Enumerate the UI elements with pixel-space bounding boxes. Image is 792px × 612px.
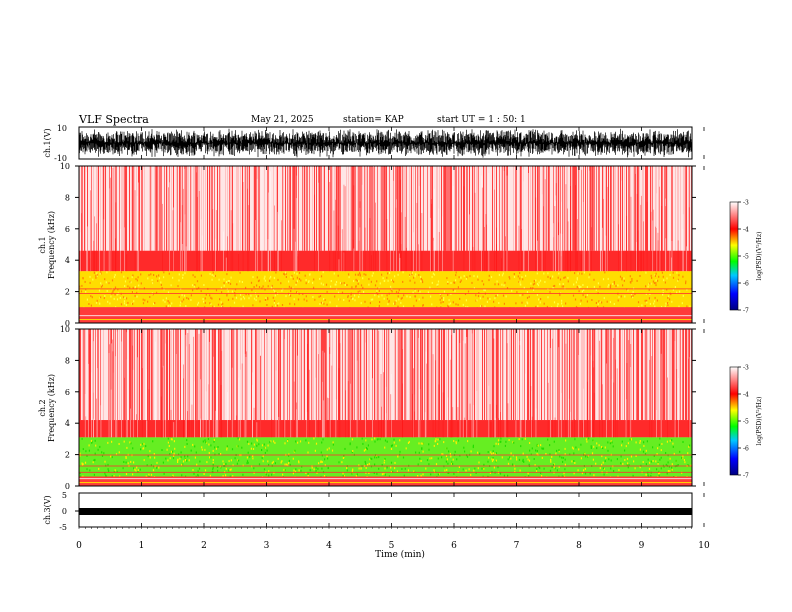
- start-time-label: start UT = 1 : 50: 1: [437, 115, 526, 125]
- ch3-ytick-mid: 0: [62, 507, 67, 516]
- ch1-ytick-bottom: -10: [54, 154, 67, 163]
- colorbar-tick-label: -3: [743, 200, 749, 207]
- freq-tick-label: 2: [65, 451, 70, 460]
- colorbar-tick-label: -7: [743, 308, 749, 315]
- time-tick-label: 2: [201, 541, 207, 551]
- colorbar-tick-label: -5: [743, 419, 749, 426]
- colorbar-tick-label: -3: [743, 365, 749, 372]
- ch2-spectrogram-image: [79, 329, 693, 486]
- freq-tick-label: 8: [65, 193, 70, 202]
- ch1-colorbar-scale: [729, 201, 739, 311]
- time-axis-label: Time (min): [375, 549, 425, 560]
- ch1-channel-label: ch.1: [38, 236, 47, 253]
- colorbar-tick-label: -5: [743, 254, 749, 261]
- ch3-waveform-trace: [79, 508, 692, 515]
- station-label: station= KAP: [343, 115, 404, 125]
- time-tick-label: 9: [639, 541, 645, 551]
- ch1-spectrogram-image: [79, 166, 692, 323]
- ch2-freq-ticks: 0 2 4 6 8 10: [60, 325, 696, 491]
- colorbar-tick-label: -7: [743, 473, 749, 480]
- freq-tick-label: 2: [65, 288, 70, 297]
- ch2-colorbar: -3 -4 -5 -6 -7 log(PSD)(V²/Hz): [729, 365, 763, 480]
- ch1-waveform-ylabel: ch.1(V): [43, 128, 52, 157]
- ch1-colorbar: -3 -4 -5 -6 -7 log(PSD)(V²/Hz): [729, 200, 763, 315]
- time-tick-label: 7: [514, 541, 520, 551]
- ch2-spectrogram-frame: [78, 328, 693, 487]
- plot-title: VLF Spectra: [79, 113, 149, 126]
- ch3-waveform-panel: 5 0 -5 ch.3(V) 0 1 2 3 4 5 6 7 8 9 10 Time (min): [43, 127, 710, 560]
- freq-tick-label: 8: [65, 356, 70, 365]
- ch2-freq-axis-label: Frequency (kHz): [47, 374, 56, 442]
- time-tick-label: 5: [389, 541, 395, 551]
- freq-tick-label: 10: [60, 325, 70, 334]
- ch2-colorbar-label: log(PSD)(V²/Hz): [756, 397, 763, 446]
- colorbar-tick-label: -6: [743, 446, 749, 453]
- time-tick-label: 1: [139, 541, 145, 551]
- ch1-colorbar-ticks: -3 -4 -5 -6 -7: [738, 200, 749, 315]
- ch3-ytick-top: 5: [62, 491, 67, 500]
- ch1-colorbar-label: log(PSD)(V²/Hz): [756, 232, 763, 281]
- freq-tick-label: 4: [65, 256, 70, 265]
- ch1-freq-axis-label: Frequency (kHz): [47, 211, 56, 279]
- freq-tick-label: 0: [65, 319, 70, 328]
- ch1-waveform-trace: [78, 128, 693, 158]
- ch2-channel-label: ch.2: [38, 399, 47, 416]
- ch2-colorbar-ticks: -3 -4 -5 -6 -7: [738, 365, 749, 480]
- freq-tick-label: 6: [65, 388, 70, 397]
- ch1-spectrogram-panel: 0 2 4 6 8 10 ch.1 Frequency (kHz): [38, 162, 696, 328]
- ch2-colorbar-scale: [729, 366, 739, 476]
- freq-tick-label: 6: [65, 225, 70, 234]
- colorbar-tick-label: -4: [743, 392, 749, 399]
- ch1-ytick-top: 10: [57, 124, 67, 133]
- ch2-spectrogram-panel: 0 2 4 6 8 10 ch.2 Frequency (kHz): [38, 325, 696, 491]
- time-tick-label: 10: [698, 541, 710, 551]
- date-label: May 21, 2025: [251, 115, 314, 125]
- colorbar-tick-label: -6: [743, 281, 749, 288]
- freq-tick-label: 4: [65, 419, 70, 428]
- ch3-waveform-ylabel: ch.3(V): [43, 495, 52, 524]
- ch3-ytick-bottom: -5: [59, 523, 67, 532]
- ch1-waveform-panel: 10 -10 ch.1(V): [43, 124, 693, 163]
- time-tick-label: 6: [451, 541, 457, 551]
- time-tick-label: 8: [576, 541, 582, 551]
- colorbar-tick-label: -4: [743, 227, 749, 234]
- ch1-waveform-frame: [78, 126, 693, 160]
- ch1-spectrogram-frame: [78, 165, 693, 324]
- ch1-freq-ticks: 0 2 4 6 8 10: [60, 162, 696, 328]
- freq-tick-label: 10: [60, 162, 70, 171]
- time-tick-label: 3: [264, 541, 270, 551]
- time-axis-ticks: 0 1 2 3 4 5 6 7 8 9 10: [76, 127, 710, 551]
- time-tick-label: 4: [326, 541, 332, 551]
- time-tick-label: 0: [76, 541, 82, 551]
- freq-tick-label: 0: [65, 482, 70, 491]
